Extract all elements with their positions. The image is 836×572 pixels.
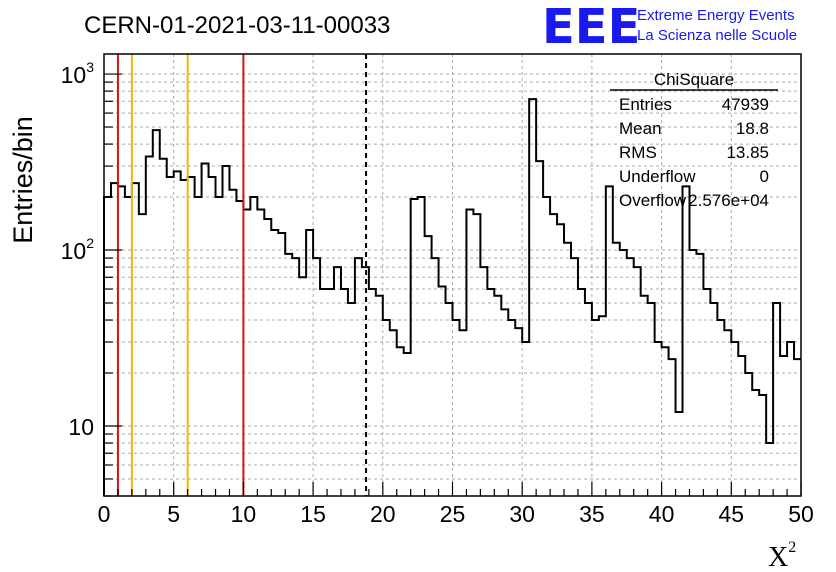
x-tick-label: 25 [440, 501, 466, 527]
x-tick-label: 10 [231, 501, 257, 527]
stats-label: Entries [619, 95, 672, 114]
histogram-line [103, 98, 801, 496]
x-tick-label: 40 [649, 501, 675, 527]
stats-value: 2.576e+04 [688, 191, 769, 210]
stats-value: 0 [760, 167, 769, 186]
x-tick-label: 5 [167, 501, 180, 527]
y-tick-labels: 10 102 103 [61, 59, 95, 440]
eee-subtitle-line2: La Scienza nelle Scuole [637, 27, 797, 44]
stats-value: 47939 [722, 95, 769, 114]
run-title: CERN-01-2021-03-11-00033 [84, 12, 390, 39]
x-tick-label: 35 [579, 501, 605, 527]
x-tick-label: 0 [98, 501, 111, 527]
axis-ticks [103, 73, 802, 497]
histogram-layer [103, 98, 801, 496]
stats-value: 13.85 [726, 143, 769, 162]
x-tick-label: 20 [370, 501, 396, 527]
x-tick-labels: 0 5 10 15 20 25 30 35 40 45 50 [98, 501, 814, 527]
stats-rows: Entries 47939 Mean 18.8 RMS 13.85 Underflow 0 Ov… [619, 95, 769, 210]
stats-label: RMS [619, 143, 657, 162]
stats-value: 18.8 [736, 119, 769, 138]
x-tick-label: 15 [300, 501, 326, 527]
grid-lines [104, 54, 801, 496]
y-tick-label: 10 [68, 414, 94, 440]
eee-logo: EEE [542, 0, 640, 55]
y-axis-title: Entries/bin [8, 116, 38, 244]
stats-box: ChiSquare Entries 47939 Mean 18.8 RMS 13.85 Un… [610, 70, 778, 210]
stats-box-title: ChiSquare [654, 70, 734, 89]
x-tick-label: 45 [719, 501, 745, 527]
x-tick-label: 30 [509, 501, 535, 527]
eee-subtitle-line1: Extreme Energy Events [637, 7, 795, 24]
stats-label: Overflow [619, 191, 687, 210]
y-tick-label: 102 [61, 235, 95, 264]
stats-label: Underflow [619, 167, 696, 186]
y-tick-label: 103 [61, 59, 95, 88]
x-axis-title: X2 [768, 539, 796, 572]
marker-lines [116, 54, 368, 496]
x-tick-label: 50 [788, 501, 814, 527]
stats-label: Mean [619, 119, 662, 138]
